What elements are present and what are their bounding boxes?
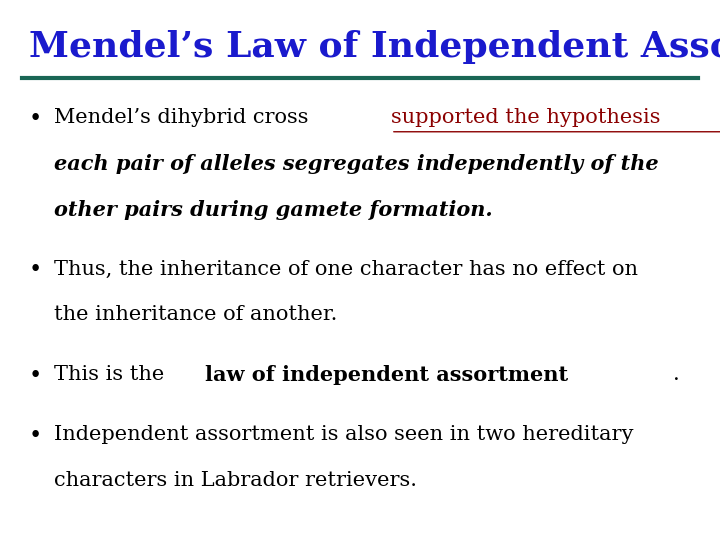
Text: supported the hypothesis: supported the hypothesis	[391, 108, 667, 127]
Text: Mendel’s dihybrid cross: Mendel’s dihybrid cross	[54, 108, 315, 127]
Text: This is the: This is the	[54, 365, 171, 384]
Text: characters in Labrador retrievers.: characters in Labrador retrievers.	[54, 470, 417, 490]
Text: Thus, the inheritance of one character has no effect on: Thus, the inheritance of one character h…	[54, 259, 638, 279]
Text: Mendel’s Law of Independent Assortment: Mendel’s Law of Independent Assortment	[29, 30, 720, 64]
Text: law of independent assortment: law of independent assortment	[204, 365, 568, 385]
Text: the inheritance of another.: the inheritance of another.	[54, 305, 338, 325]
Text: other pairs during gamete formation.: other pairs during gamete formation.	[54, 200, 492, 220]
Text: •: •	[29, 365, 42, 387]
Text: .: .	[673, 365, 680, 384]
Text: •: •	[29, 259, 42, 281]
Text: •: •	[29, 424, 42, 447]
Text: •: •	[29, 108, 42, 130]
Text: Independent assortment is also seen in two hereditary: Independent assortment is also seen in t…	[54, 424, 634, 444]
Text: each pair of alleles segregates independently of the: each pair of alleles segregates independ…	[54, 154, 659, 174]
